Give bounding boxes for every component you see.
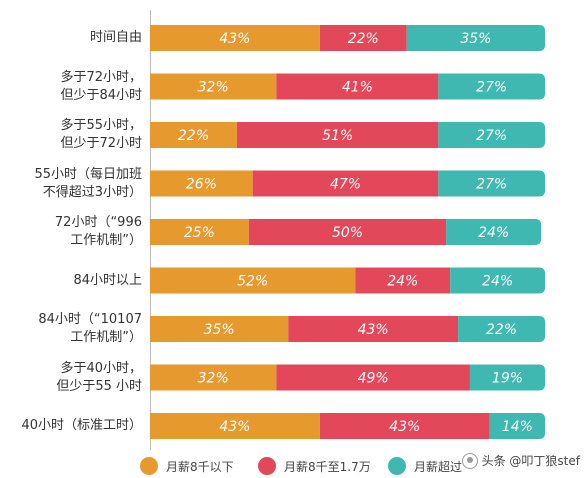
- data-label: 43%: [219, 31, 250, 47]
- bar-segment: [150, 316, 289, 342]
- data-label: 43%: [219, 419, 250, 435]
- data-label: 35%: [460, 31, 491, 47]
- bar-segment: [450, 267, 545, 294]
- data-label: 22%: [486, 322, 517, 338]
- legend-item-series-1: 月薪8千以下: [140, 456, 234, 476]
- data-label: 49%: [358, 371, 389, 387]
- data-label: 27%: [476, 177, 507, 193]
- watermark-icon: [461, 452, 478, 469]
- data-label: 47%: [330, 177, 361, 193]
- data-label: 24%: [387, 274, 418, 290]
- bar-segment: [150, 413, 320, 439]
- data-label: 32%: [198, 371, 229, 387]
- bar-segment: [446, 219, 542, 245]
- bar-segment: [252, 170, 439, 197]
- bar-segment: [469, 364, 545, 391]
- bar-segment: [150, 170, 253, 197]
- bar-segment: [150, 122, 237, 148]
- bar-segment: [248, 219, 447, 245]
- legend-item-series-2: 月薪8千至1.7万: [258, 456, 371, 476]
- bar-segment: [438, 122, 545, 148]
- data-label: 32%: [198, 80, 229, 96]
- category-label: 84小时以上: [73, 272, 142, 288]
- data-label: 24%: [478, 225, 509, 241]
- legend-label-series-1: 月薪8千以下: [166, 459, 234, 474]
- bar-segment: [319, 413, 490, 439]
- bar-segment: [288, 316, 459, 342]
- data-label: 27%: [476, 80, 507, 96]
- bar-segment: [489, 413, 545, 439]
- bar-segment: [150, 73, 277, 100]
- data-label: 50%: [332, 225, 363, 241]
- data-label: 24%: [482, 274, 513, 290]
- bar-segment: [438, 170, 545, 197]
- bar-segment: [276, 364, 470, 391]
- category-label: 时间自由: [89, 30, 142, 45]
- bar-segment: [355, 267, 451, 294]
- bar-segment: [438, 73, 545, 100]
- data-label: 52%: [237, 274, 268, 290]
- legend-label-series-2: 月薪8千至1.7万: [284, 459, 371, 474]
- data-label: 35%: [204, 322, 235, 338]
- data-label: 43%: [358, 322, 389, 338]
- bar-segment: [406, 25, 545, 51]
- data-label: 22%: [348, 31, 379, 47]
- bar-segment: [276, 73, 439, 100]
- bar-segment: [150, 25, 320, 51]
- data-label: 51%: [322, 128, 353, 144]
- category-label: 55小时（每日加班 不得超过3小时）: [34, 166, 142, 200]
- data-label: 25%: [184, 225, 215, 241]
- category-label: 84小时（“10107 工作机制”）: [38, 312, 142, 345]
- legend-swatch-series-3: [388, 457, 406, 475]
- legend-swatch-series-2: [258, 457, 276, 475]
- bar-segment: [236, 122, 439, 148]
- bar-segment: [458, 316, 545, 342]
- data-label: 19%: [492, 371, 523, 387]
- watermark-text: 头条 @叩丁狼stef: [481, 454, 580, 468]
- legend-item-series-3: 月薪超过: [388, 456, 462, 476]
- category-label: 多于40小时， 但少于55 小时: [56, 360, 142, 394]
- data-label: 26%: [186, 177, 217, 193]
- category-label: 40小时（标准工时）: [21, 418, 142, 433]
- category-label: 多于72小时， 但少于84小时: [60, 69, 142, 103]
- watermark: 头条 @叩丁狼stef: [461, 452, 580, 469]
- legend: 月薪8千以下 月薪8千至1.7万 月薪超过: [0, 452, 588, 478]
- category-label: 72小时（“996 工作机制”）: [54, 215, 142, 248]
- bar-segment: [150, 267, 356, 294]
- bar-segment: [319, 25, 407, 51]
- bar-segment: [150, 219, 249, 245]
- bar-segment: [150, 364, 277, 391]
- legend-label-series-3: 月薪超过: [414, 459, 463, 474]
- legend-swatch-series-1: [140, 457, 158, 475]
- data-label: 43%: [389, 419, 420, 435]
- data-label: 41%: [342, 80, 373, 96]
- data-label: 14%: [502, 419, 533, 435]
- data-label: 27%: [476, 128, 507, 144]
- data-label: 22%: [178, 128, 209, 144]
- category-label: 多于55小时， 但少于72小时: [60, 118, 142, 151]
